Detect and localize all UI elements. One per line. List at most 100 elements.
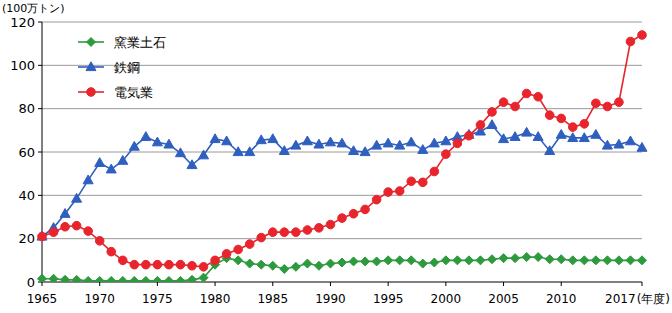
- point: [326, 259, 335, 268]
- point: [418, 145, 428, 154]
- point: [95, 237, 104, 246]
- series-line: [42, 35, 642, 267]
- point: [533, 132, 543, 141]
- point: [233, 147, 243, 156]
- x-tick: [445, 282, 446, 286]
- point: [545, 111, 554, 120]
- point: [579, 133, 589, 142]
- point: [372, 257, 381, 266]
- series-line: [42, 125, 642, 237]
- point: [107, 247, 116, 256]
- point: [199, 150, 209, 159]
- point: [499, 134, 509, 143]
- point: [176, 260, 185, 269]
- point: [429, 138, 439, 147]
- point: [372, 140, 382, 149]
- x-tick-label: 1990: [315, 292, 346, 306]
- point: [464, 256, 473, 265]
- point: [360, 147, 370, 156]
- x-tick: [157, 282, 158, 286]
- point: [256, 135, 266, 144]
- legend-marker: [87, 88, 96, 97]
- point: [534, 92, 543, 101]
- point: [591, 129, 601, 138]
- point: [211, 256, 220, 265]
- point: [118, 256, 127, 265]
- x-tick: [642, 282, 643, 286]
- point: [522, 253, 531, 262]
- point: [568, 256, 577, 265]
- y-tick-label: 60: [18, 145, 35, 160]
- point: [383, 138, 393, 147]
- point: [372, 195, 381, 204]
- y-tick: [38, 65, 42, 66]
- point: [510, 132, 520, 141]
- x-tick: [215, 282, 216, 286]
- point: [511, 254, 520, 263]
- point: [626, 256, 635, 265]
- point: [257, 233, 266, 242]
- point: [257, 260, 266, 269]
- point: [580, 256, 589, 265]
- point: [199, 263, 208, 272]
- y-tick-label: 40: [18, 188, 35, 203]
- x-tick-label: 1995: [373, 292, 404, 306]
- point: [72, 275, 81, 282]
- chart: 020406080100120(100万トン)(年度)1965197019751…: [0, 0, 672, 313]
- point: [441, 136, 451, 145]
- point: [49, 228, 58, 237]
- point: [95, 276, 104, 282]
- legend: 窯業土石鉄鋼電気業: [78, 35, 166, 100]
- point: [395, 187, 404, 196]
- point: [406, 137, 416, 146]
- point: [152, 137, 162, 146]
- point: [511, 102, 520, 111]
- point: [280, 228, 289, 237]
- point: [395, 256, 404, 265]
- point: [580, 120, 589, 129]
- point: [325, 137, 335, 146]
- point: [314, 261, 323, 270]
- point: [395, 140, 405, 149]
- point: [326, 220, 335, 229]
- point: [199, 273, 208, 282]
- y-tick-label: 20: [18, 231, 35, 246]
- point: [72, 193, 82, 202]
- point: [591, 256, 600, 265]
- point: [165, 260, 174, 269]
- point: [418, 178, 427, 187]
- point: [175, 148, 185, 157]
- point: [430, 167, 439, 176]
- point: [418, 259, 427, 268]
- x-tick: [272, 282, 273, 286]
- x-tick: [561, 282, 562, 286]
- point: [568, 123, 577, 132]
- legend-marker: [87, 38, 96, 47]
- grid-line: [42, 238, 642, 239]
- x-tick: [330, 282, 331, 286]
- point: [164, 139, 174, 148]
- point: [638, 31, 647, 40]
- x-tick-label: 1965: [27, 292, 58, 306]
- point: [280, 265, 289, 274]
- point: [476, 121, 485, 130]
- point: [384, 188, 393, 197]
- point: [291, 140, 301, 149]
- point: [245, 259, 254, 268]
- point: [534, 253, 543, 262]
- legend-label: 窯業土石: [114, 35, 166, 50]
- point: [129, 141, 139, 150]
- x-tick: [99, 282, 100, 286]
- point: [130, 276, 139, 282]
- point: [234, 256, 243, 265]
- point: [614, 256, 623, 265]
- y-tick: [38, 22, 42, 23]
- point: [37, 231, 47, 240]
- point: [130, 260, 139, 269]
- point: [349, 146, 359, 155]
- point: [603, 102, 612, 111]
- point: [72, 221, 81, 230]
- point: [188, 261, 197, 270]
- point: [61, 275, 70, 282]
- point: [556, 129, 566, 138]
